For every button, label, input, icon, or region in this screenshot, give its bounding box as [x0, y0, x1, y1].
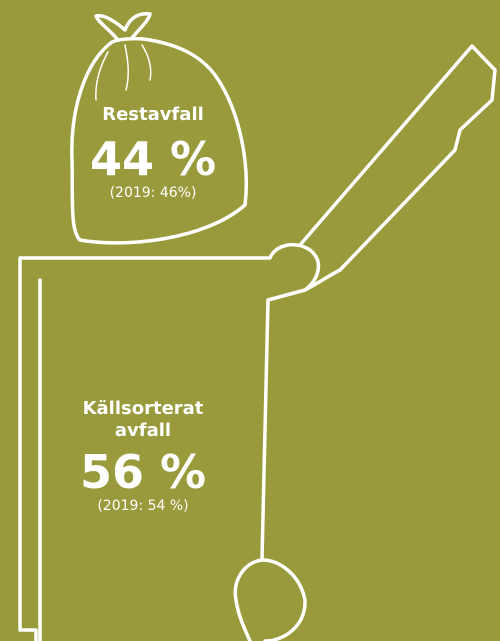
- bin-previous: (2019: 54 %): [97, 498, 188, 514]
- waste-bag: [70, 12, 248, 245]
- waste-bin: [18, 44, 497, 641]
- bin-label: Källsorterat: [83, 398, 204, 419]
- bag-previous: (2019: 46%): [110, 185, 197, 201]
- bag-value: 44 %: [90, 132, 216, 186]
- bin-value: 56 %: [80, 445, 206, 499]
- bag-label: Restavfall: [102, 104, 204, 125]
- bin-label: avfall: [115, 420, 171, 441]
